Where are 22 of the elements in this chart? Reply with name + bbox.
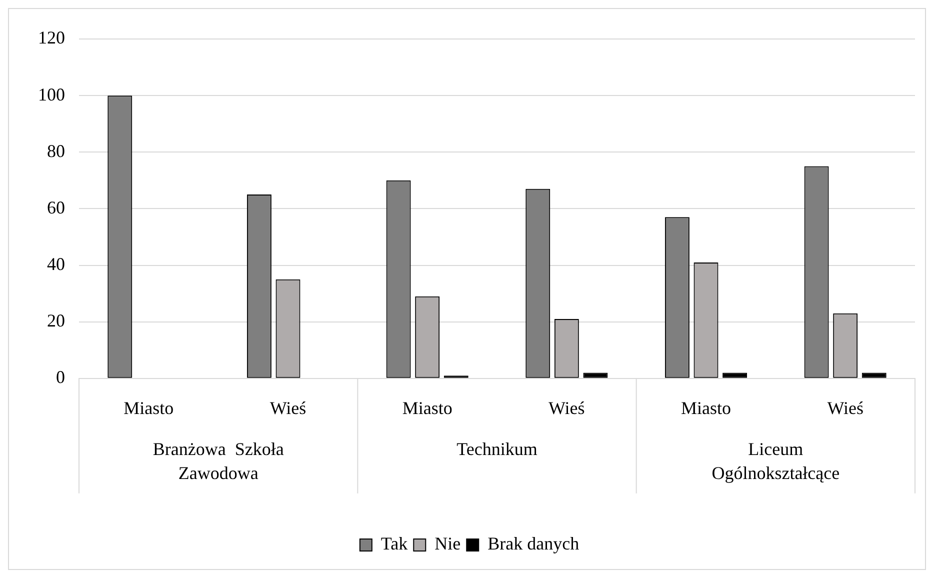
legend-label: Nie	[434, 534, 461, 554]
text: Branżowa Szkoła Zawodowa	[152, 439, 284, 484]
x-tick-label: Wieś	[827, 398, 864, 418]
bar	[862, 372, 886, 378]
x-tick-label: Miasto	[402, 398, 452, 418]
x-tick-label: Miasto	[680, 398, 732, 418]
y-tick-label: 120	[38, 28, 65, 48]
legend-label: Tak	[380, 534, 408, 554]
x-tick-label: Wieś	[270, 398, 306, 418]
y-tick-label: 60	[47, 197, 65, 218]
y-tick-label: 0	[56, 367, 65, 388]
y-tick-label: 20	[47, 310, 65, 331]
x-tick-label: Miasto	[124, 398, 174, 418]
x-tick-label: Wieś	[548, 398, 585, 418]
text: Liceum Ogólnokształcące	[712, 439, 840, 484]
y-tick-label: 80	[47, 140, 65, 161]
legend-label: Brak danych	[488, 534, 580, 554]
y-tick-label: 40	[47, 254, 65, 274]
y-tick-label: 100	[38, 84, 65, 104]
bar	[722, 372, 748, 378]
text: Technikum	[456, 439, 538, 460]
bar	[583, 372, 608, 378]
